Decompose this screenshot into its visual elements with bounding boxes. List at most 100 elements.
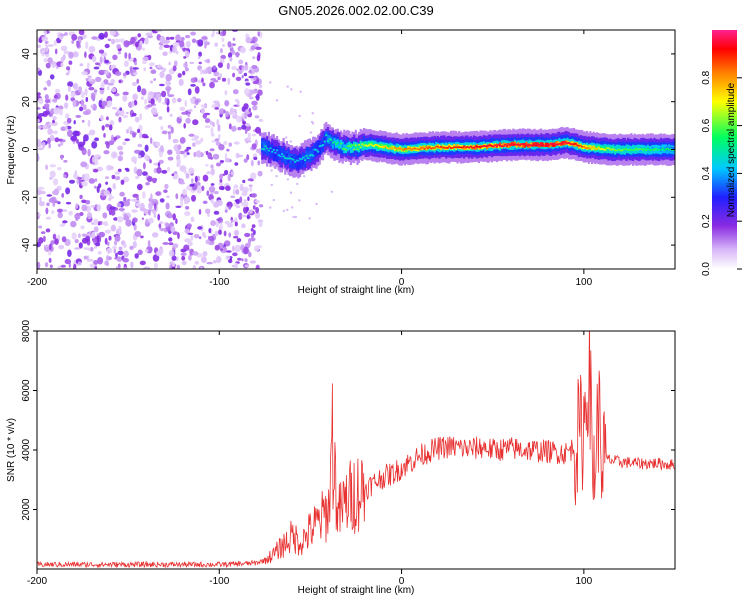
track-cell: [298, 157, 302, 160]
track-cell: [482, 145, 485, 147]
track-cell: [374, 143, 377, 149]
noise-speck: [212, 153, 220, 160]
noise-speck: [194, 175, 198, 183]
track-cell: [282, 155, 285, 158]
track-cell: [433, 147, 436, 149]
colorbar-tick-label: 0.6: [701, 118, 712, 132]
track-cell: [451, 147, 454, 149]
track-cell: [604, 148, 607, 151]
noise-speck: [148, 209, 151, 216]
noise-speck: [252, 56, 256, 60]
noise-speck: [160, 145, 164, 152]
noise-speck: [38, 237, 44, 244]
track-cell: [587, 145, 590, 150]
noise-speck: [61, 209, 68, 213]
noise-speck: [171, 266, 176, 269]
track-cell: [438, 146, 441, 149]
noise-speck: [107, 241, 110, 246]
noise-speck: [181, 255, 186, 261]
noise-speck: [244, 128, 248, 135]
track-cell: [292, 159, 295, 164]
y-tick-label: 6000: [21, 379, 32, 402]
noise-speck: [136, 78, 139, 84]
noise-speck: [255, 126, 261, 134]
noise-speck: [38, 113, 45, 117]
noise-speck: [61, 139, 66, 143]
track-cell: [520, 143, 523, 145]
noise-speck: [106, 247, 113, 254]
noise-speck: [91, 55, 97, 63]
noise-speck: [214, 244, 220, 251]
track-cell: [599, 148, 602, 151]
noise-speck: [168, 61, 171, 66]
noise-speck: [223, 140, 228, 146]
noise-speck: [233, 236, 239, 239]
noise-speck: [159, 45, 163, 51]
noise-speck: [157, 162, 161, 168]
noise-speck: [150, 98, 155, 105]
noise-speck: [183, 244, 190, 251]
noise-speck: [212, 65, 217, 70]
noise-speck: [118, 151, 124, 156]
noise-speck: [204, 118, 211, 124]
noise-speck: [310, 120, 314, 124]
track-cell: [326, 140, 329, 142]
track-cell: [397, 147, 400, 152]
noise-speck: [37, 153, 40, 161]
noise-speck: [221, 37, 225, 42]
track-cell: [364, 144, 367, 147]
noise-speck: [65, 187, 71, 195]
track-cell: [330, 139, 333, 141]
noise-speck: [98, 231, 106, 238]
noise-speck: [212, 30, 215, 35]
noise-speck: [210, 164, 214, 169]
noise-speck: [200, 137, 204, 143]
track-cell: [307, 157, 310, 159]
noise-speck: [223, 246, 227, 253]
noise-speck: [135, 41, 139, 48]
noise-speck: [154, 202, 157, 210]
track-cell: [540, 143, 543, 146]
track-cell: [553, 143, 556, 146]
noise-speck: [131, 156, 137, 163]
noise-speck: [81, 204, 88, 212]
noise-speck: [71, 232, 77, 240]
y-tick-label: 40: [21, 48, 32, 60]
noise-speck: [222, 44, 226, 47]
noise-speck: [97, 257, 104, 265]
noise-speck: [197, 226, 203, 230]
track-cell: [403, 148, 407, 153]
track-cell: [633, 148, 636, 151]
noise-speck: [238, 70, 243, 75]
track-cell: [490, 143, 494, 148]
noise-speck: [190, 234, 194, 241]
noise-speck: [66, 117, 72, 124]
track-cell: [313, 150, 316, 156]
noise-speck: [103, 150, 110, 155]
noise-speck: [131, 100, 135, 108]
track-cell: [527, 144, 530, 147]
noise-speck: [140, 235, 144, 239]
noise-speck: [91, 231, 96, 239]
track-cell: [354, 144, 357, 147]
noise-speck: [186, 146, 192, 150]
noise-speck: [110, 151, 118, 159]
track-cell: [295, 159, 298, 162]
noise-speck: [177, 144, 182, 151]
noise-speck: [45, 62, 51, 69]
noise-speck: [228, 52, 233, 59]
track-cell: [320, 145, 323, 147]
noise-speck: [119, 38, 125, 43]
noise-speck: [209, 120, 213, 126]
track-cell: [495, 145, 498, 148]
noise-speck: [208, 228, 212, 234]
noise-speck: [88, 258, 94, 262]
track-cell: [502, 142, 505, 147]
track-cell: [354, 144, 357, 149]
y-tick-label: 20: [21, 96, 32, 108]
noise-speck: [298, 114, 301, 118]
track-cell: [513, 143, 517, 146]
noise-speck: [152, 177, 157, 184]
noise-speck: [242, 188, 248, 195]
noise-speck: [163, 189, 168, 193]
